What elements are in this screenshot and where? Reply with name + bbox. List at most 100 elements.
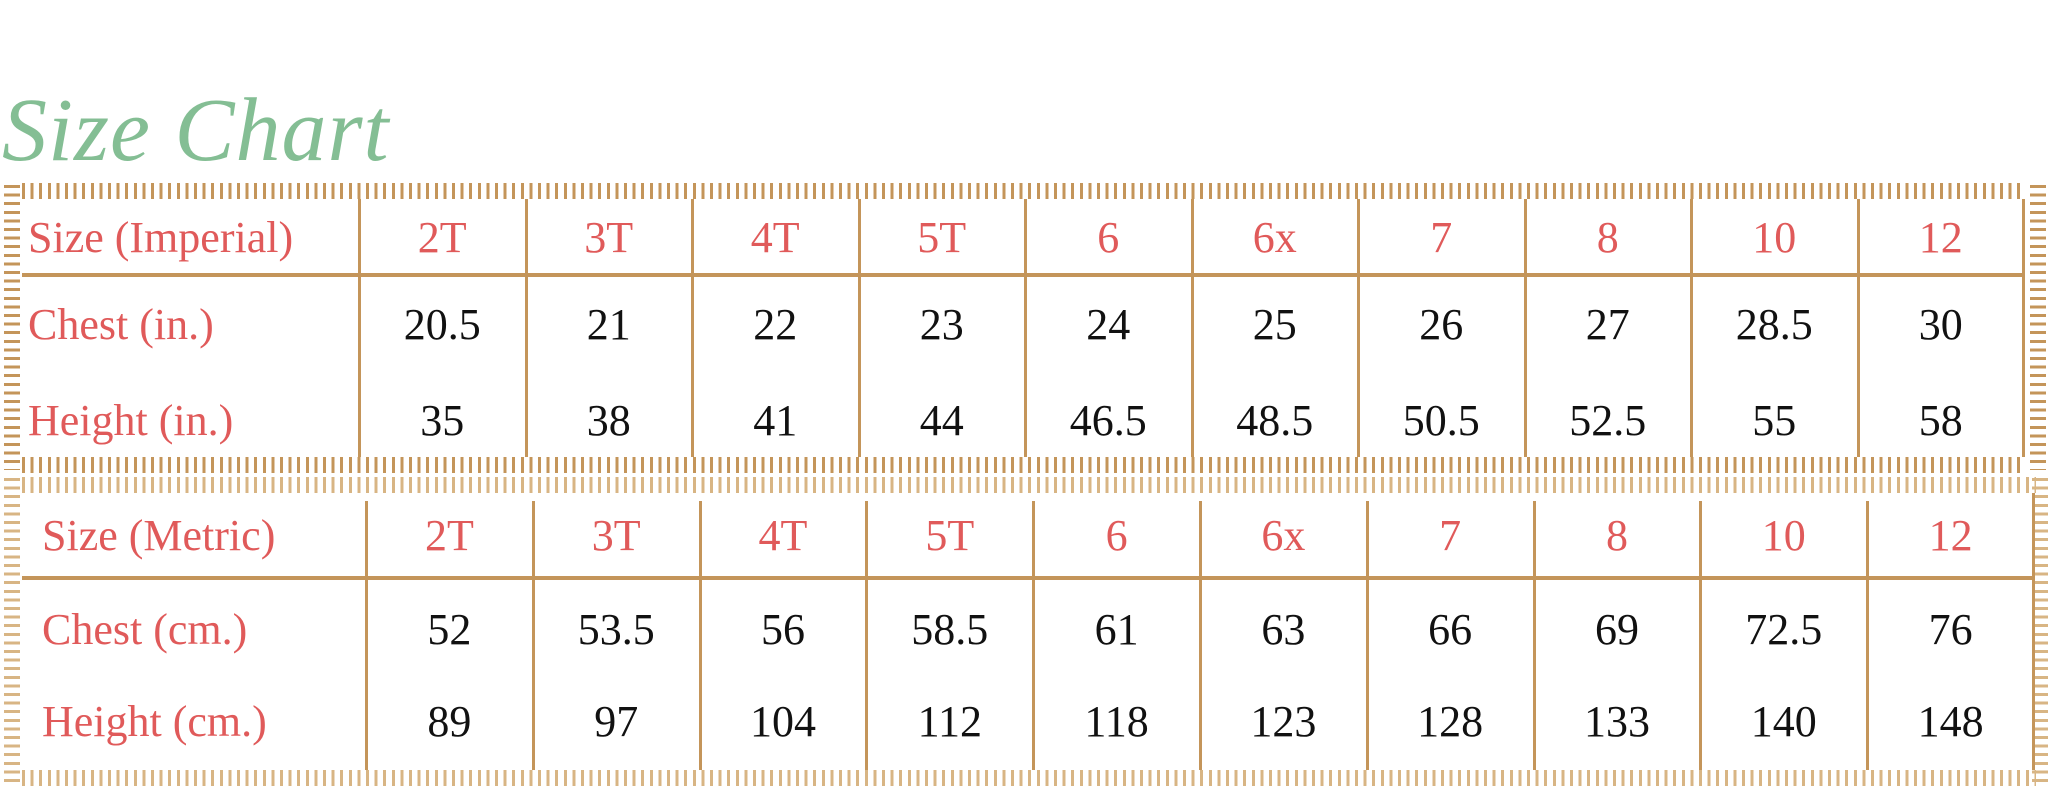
size-2T: 2T <box>424 511 474 560</box>
row-label: Chest (cm.) <box>42 604 248 654</box>
value-cell: 128 <box>1417 696 1484 746</box>
value-cell: 52 <box>427 604 472 654</box>
column-divider <box>531 501 535 770</box>
size-2T: 2T <box>417 212 467 262</box>
column-divider <box>1699 501 1703 770</box>
page-title: Size Chart <box>2 81 390 180</box>
metric-row-chest: Chest (cm.) 52 53.5 56 58.5 61 63 66 69 72.5 76 <box>22 594 2034 664</box>
value-cell: 148 <box>1917 696 1984 746</box>
value-cell: 112 <box>917 696 982 746</box>
size-8: 8 <box>1596 212 1619 262</box>
value-cell: 20.5 <box>403 299 481 349</box>
size-5T: 5T <box>925 511 975 560</box>
value-cell: 50.5 <box>1402 395 1480 445</box>
column-divider <box>1024 199 1027 457</box>
size-12: 12 <box>1928 511 1973 560</box>
value-cell: 22 <box>753 299 798 349</box>
value-cell: 46.5 <box>1069 395 1147 445</box>
column-divider <box>358 199 361 457</box>
metric-header-row: Size (Metric) 2T 3T 4T 5T 6 6x 7 8 10 12 <box>22 493 2034 578</box>
value-cell: 53.5 <box>577 604 655 654</box>
ruler-left-imperial <box>4 185 20 470</box>
imperial-header-label: Size (Imperial) <box>28 212 294 262</box>
imperial-header-row: Size (Imperial) 2T 3T 4T 5T 6 6x 7 8 10 12 <box>22 199 2024 275</box>
table-right-edge <box>2032 493 2035 770</box>
size-12: 12 <box>1918 212 1963 262</box>
size-6: 6 <box>1105 511 1128 560</box>
column-divider <box>1032 501 1036 770</box>
size-3T: 3T <box>591 511 641 560</box>
size-4T: 4T <box>750 212 800 262</box>
column-divider <box>865 501 869 770</box>
value-cell: 76 <box>1928 604 1973 654</box>
column-divider <box>691 199 694 457</box>
value-cell: 104 <box>749 696 816 746</box>
value-cell: 58 <box>1918 395 1963 445</box>
ruler-metric-top <box>22 477 2036 493</box>
value-cell: 23 <box>919 299 964 349</box>
value-cell: 26 <box>1419 299 1464 349</box>
size-10: 10 <box>1752 212 1797 262</box>
value-cell: 63 <box>1261 604 1306 654</box>
value-cell: 27 <box>1585 299 1630 349</box>
value-cell: 89 <box>427 696 472 746</box>
size-6x: 6x <box>1252 212 1297 262</box>
value-cell: 52.5 <box>1569 395 1647 445</box>
value-cell: 55 <box>1752 395 1797 445</box>
size-4T: 4T <box>758 511 808 560</box>
ruler-bottom <box>22 770 2036 786</box>
size-8: 8 <box>1605 511 1628 560</box>
table-right-edge <box>2022 199 2025 457</box>
value-cell: 21 <box>586 299 631 349</box>
size-7: 7 <box>1439 511 1462 560</box>
value-cell: 48.5 <box>1236 395 1314 445</box>
value-cell: 58.5 <box>911 604 989 654</box>
value-cell: 24 <box>1086 299 1131 349</box>
value-cell: 72.5 <box>1745 604 1823 654</box>
value-cell: 66 <box>1428 604 1473 654</box>
size-6: 6 <box>1097 212 1120 262</box>
value-cell: 35 <box>420 395 465 445</box>
ruler-right-imperial <box>2030 185 2046 470</box>
imperial-table: Size (Imperial) 2T 3T 4T 5T 6 6x 7 8 10 12 Chest (i… <box>22 199 2025 457</box>
value-cell: 69 <box>1594 604 1639 654</box>
value-cell: 140 <box>1750 696 1817 746</box>
value-cell: 97 <box>594 696 639 746</box>
header-divider <box>22 273 2024 277</box>
ruler-left-metric <box>4 478 20 783</box>
value-cell: 28.5 <box>1735 299 1813 349</box>
row-label: Height (cm.) <box>42 696 267 746</box>
size-7: 7 <box>1430 212 1453 262</box>
value-cell: 61 <box>1094 604 1139 654</box>
column-divider <box>1866 501 1870 770</box>
size-3T: 3T <box>584 212 634 262</box>
value-cell: 30 <box>1918 299 1963 349</box>
value-cell: 41 <box>753 395 798 445</box>
imperial-row-height: Height (in.) 35 38 41 44 46.5 48.5 50.5 52.5 55 58 <box>22 385 2024 455</box>
size-10: 10 <box>1761 511 1806 560</box>
ruler-top <box>22 183 2026 199</box>
column-divider <box>1190 199 1194 457</box>
header-divider <box>22 576 2034 580</box>
column-divider <box>1357 199 1360 457</box>
metric-table: Size (Metric) 2T 3T 4T 5T 6 6x 7 8 10 12 Chest (cm.… <box>22 493 2035 770</box>
ruler-right-metric <box>2032 478 2048 783</box>
column-divider <box>524 199 528 457</box>
value-cell: 25 <box>1252 299 1297 349</box>
metric-header-label: Size (Metric) <box>42 511 276 560</box>
column-divider <box>698 501 702 770</box>
column-divider <box>1199 501 1202 770</box>
size-5T: 5T <box>917 212 967 262</box>
column-divider <box>1856 199 1860 457</box>
column-divider <box>1365 501 1369 770</box>
column-divider <box>1523 199 1527 457</box>
value-cell: 133 <box>1583 696 1650 746</box>
value-cell: 44 <box>919 395 964 445</box>
metric-row-height: Height (cm.) 89 97 104 112 118 123 128 133 140 148 <box>22 686 2034 756</box>
row-label: Chest (in.) <box>28 299 214 349</box>
size-6x: 6x <box>1261 511 1306 560</box>
column-divider <box>1532 501 1536 770</box>
ruler-imperial-bottom <box>22 457 2026 473</box>
column-divider <box>1690 199 1693 457</box>
value-cell: 123 <box>1250 696 1317 746</box>
